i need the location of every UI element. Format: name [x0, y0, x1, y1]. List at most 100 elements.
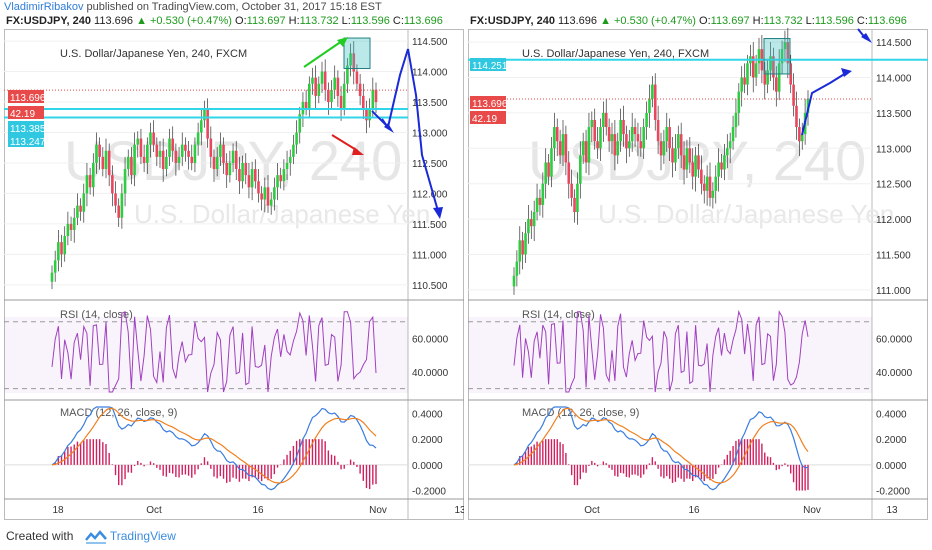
candle-body: [371, 89, 375, 109]
rsi-band: [468, 317, 872, 393]
macd-signal-line: [51, 407, 377, 484]
price-tag-text: 113.696: [10, 93, 46, 104]
low-value: 113.596: [350, 15, 390, 27]
candle-body: [535, 197, 539, 213]
candle-body: [231, 150, 235, 163]
candle-body: [241, 162, 244, 182]
candle-body: [613, 134, 617, 156]
open-label: O:: [699, 15, 711, 27]
rsi-line: [513, 309, 809, 393]
candle-body: [659, 141, 663, 156]
candle-body: [688, 148, 692, 163]
close-label: C:: [392, 15, 404, 27]
ticker: FX:USDJPY, 240: [470, 15, 555, 27]
candle-body: [295, 132, 298, 145]
candle-body: [795, 105, 798, 128]
candle-body: [544, 162, 548, 184]
price-tick-label: 110.500: [412, 281, 448, 292]
annotation-arrowhead: [861, 33, 872, 43]
candle-body: [737, 91, 741, 113]
tradingview-brand[interactable]: TradingView: [109, 529, 176, 543]
chart-panel-left[interactable]: FX:USDJPY, 240 113.696 ▲ +0.530 (+0.47%)…: [4, 15, 464, 520]
candle-body: [130, 156, 133, 176]
low-label: L:: [341, 15, 351, 27]
candle-body: [639, 141, 643, 149]
macd-tick-label: 0.0000: [412, 461, 443, 472]
candle-body: [740, 77, 744, 92]
candle-body: [107, 150, 111, 176]
candle-body: [91, 162, 95, 188]
author-link[interactable]: VladimirRibakov: [4, 1, 84, 13]
annotation-arrowhead: [841, 68, 852, 77]
candle-body: [361, 95, 365, 109]
candle-body: [651, 84, 654, 99]
candle-body: [694, 155, 697, 177]
candle-body: [222, 144, 225, 163]
candle-body: [282, 169, 286, 182]
candle-body: [538, 197, 542, 205]
candle-body: [215, 156, 219, 170]
candle-body: [333, 77, 337, 90]
candle-body: [622, 119, 625, 135]
price-change: ▲ +0.530 (+0.47%): [600, 15, 696, 27]
time-tick-label: 18: [52, 505, 64, 516]
candle-body: [355, 71, 359, 84]
annotation-arrowhead: [337, 37, 348, 47]
chart-panel-right[interactable]: FX:USDJPY, 240 113.696 ▲ +0.530 (+0.47%)…: [468, 15, 928, 520]
candle-body: [352, 53, 356, 72]
candle-body: [798, 127, 801, 142]
price-tag: [8, 134, 44, 147]
candle-body: [206, 108, 209, 139]
candle-body: [133, 144, 136, 176]
candle-body: [573, 197, 576, 213]
candle-body: [263, 187, 267, 200]
price-tick-label: 113.000: [412, 128, 448, 139]
price-tag: [8, 121, 44, 134]
price-tag-text: 114.251: [472, 61, 508, 72]
rsi-tick-label: 60.0000: [876, 334, 913, 345]
candlestick-chart-right[interactable]: USDJPY, 240 U.S. Dollar/Japanese Yen 114.5…: [468, 15, 928, 520]
candle-body: [584, 141, 588, 163]
candle-body: [307, 83, 311, 109]
candle-body: [368, 108, 371, 121]
candle-body: [50, 272, 54, 282]
candle-body: [292, 144, 295, 157]
candle-body: [161, 150, 165, 170]
candle-body: [682, 155, 686, 170]
macd-tick-label: 0.4000: [412, 409, 443, 420]
candle-body: [101, 156, 105, 170]
candle-body: [553, 127, 556, 149]
candle-body: [578, 155, 582, 184]
candle-body: [700, 169, 703, 184]
candle-body: [57, 242, 60, 261]
candle-body: [253, 169, 257, 182]
annotation-arrow: [303, 40, 343, 68]
candle-body: [339, 95, 343, 109]
candle-body: [630, 127, 634, 142]
candle-body: [734, 112, 738, 128]
candle-body: [668, 127, 671, 149]
price-tag-text: 113.247: [10, 137, 46, 148]
candle-body: [746, 63, 749, 85]
high-value: 113.732: [763, 15, 803, 27]
macd-tick-label: 0.4000: [876, 409, 907, 420]
candle-body: [193, 144, 197, 163]
created-with-label: Created with: [6, 529, 74, 543]
chart-title: U.S. Dollar/Japanese Yen, 240, FXCM: [522, 48, 709, 60]
candle-body: [123, 169, 127, 194]
candle-body: [800, 134, 804, 142]
candle-body: [212, 156, 216, 170]
candle-body: [184, 144, 187, 151]
candle-body: [558, 141, 562, 156]
candle-body: [314, 77, 317, 96]
candle-body: [60, 242, 63, 255]
candle-body: [720, 162, 723, 170]
candle-body: [772, 56, 775, 78]
candle-body: [187, 150, 190, 157]
candle-body: [529, 219, 533, 227]
candle-body: [728, 141, 732, 149]
candle-body: [136, 138, 140, 145]
time-tick-label: Oct: [146, 505, 162, 516]
candle-body: [273, 187, 276, 200]
